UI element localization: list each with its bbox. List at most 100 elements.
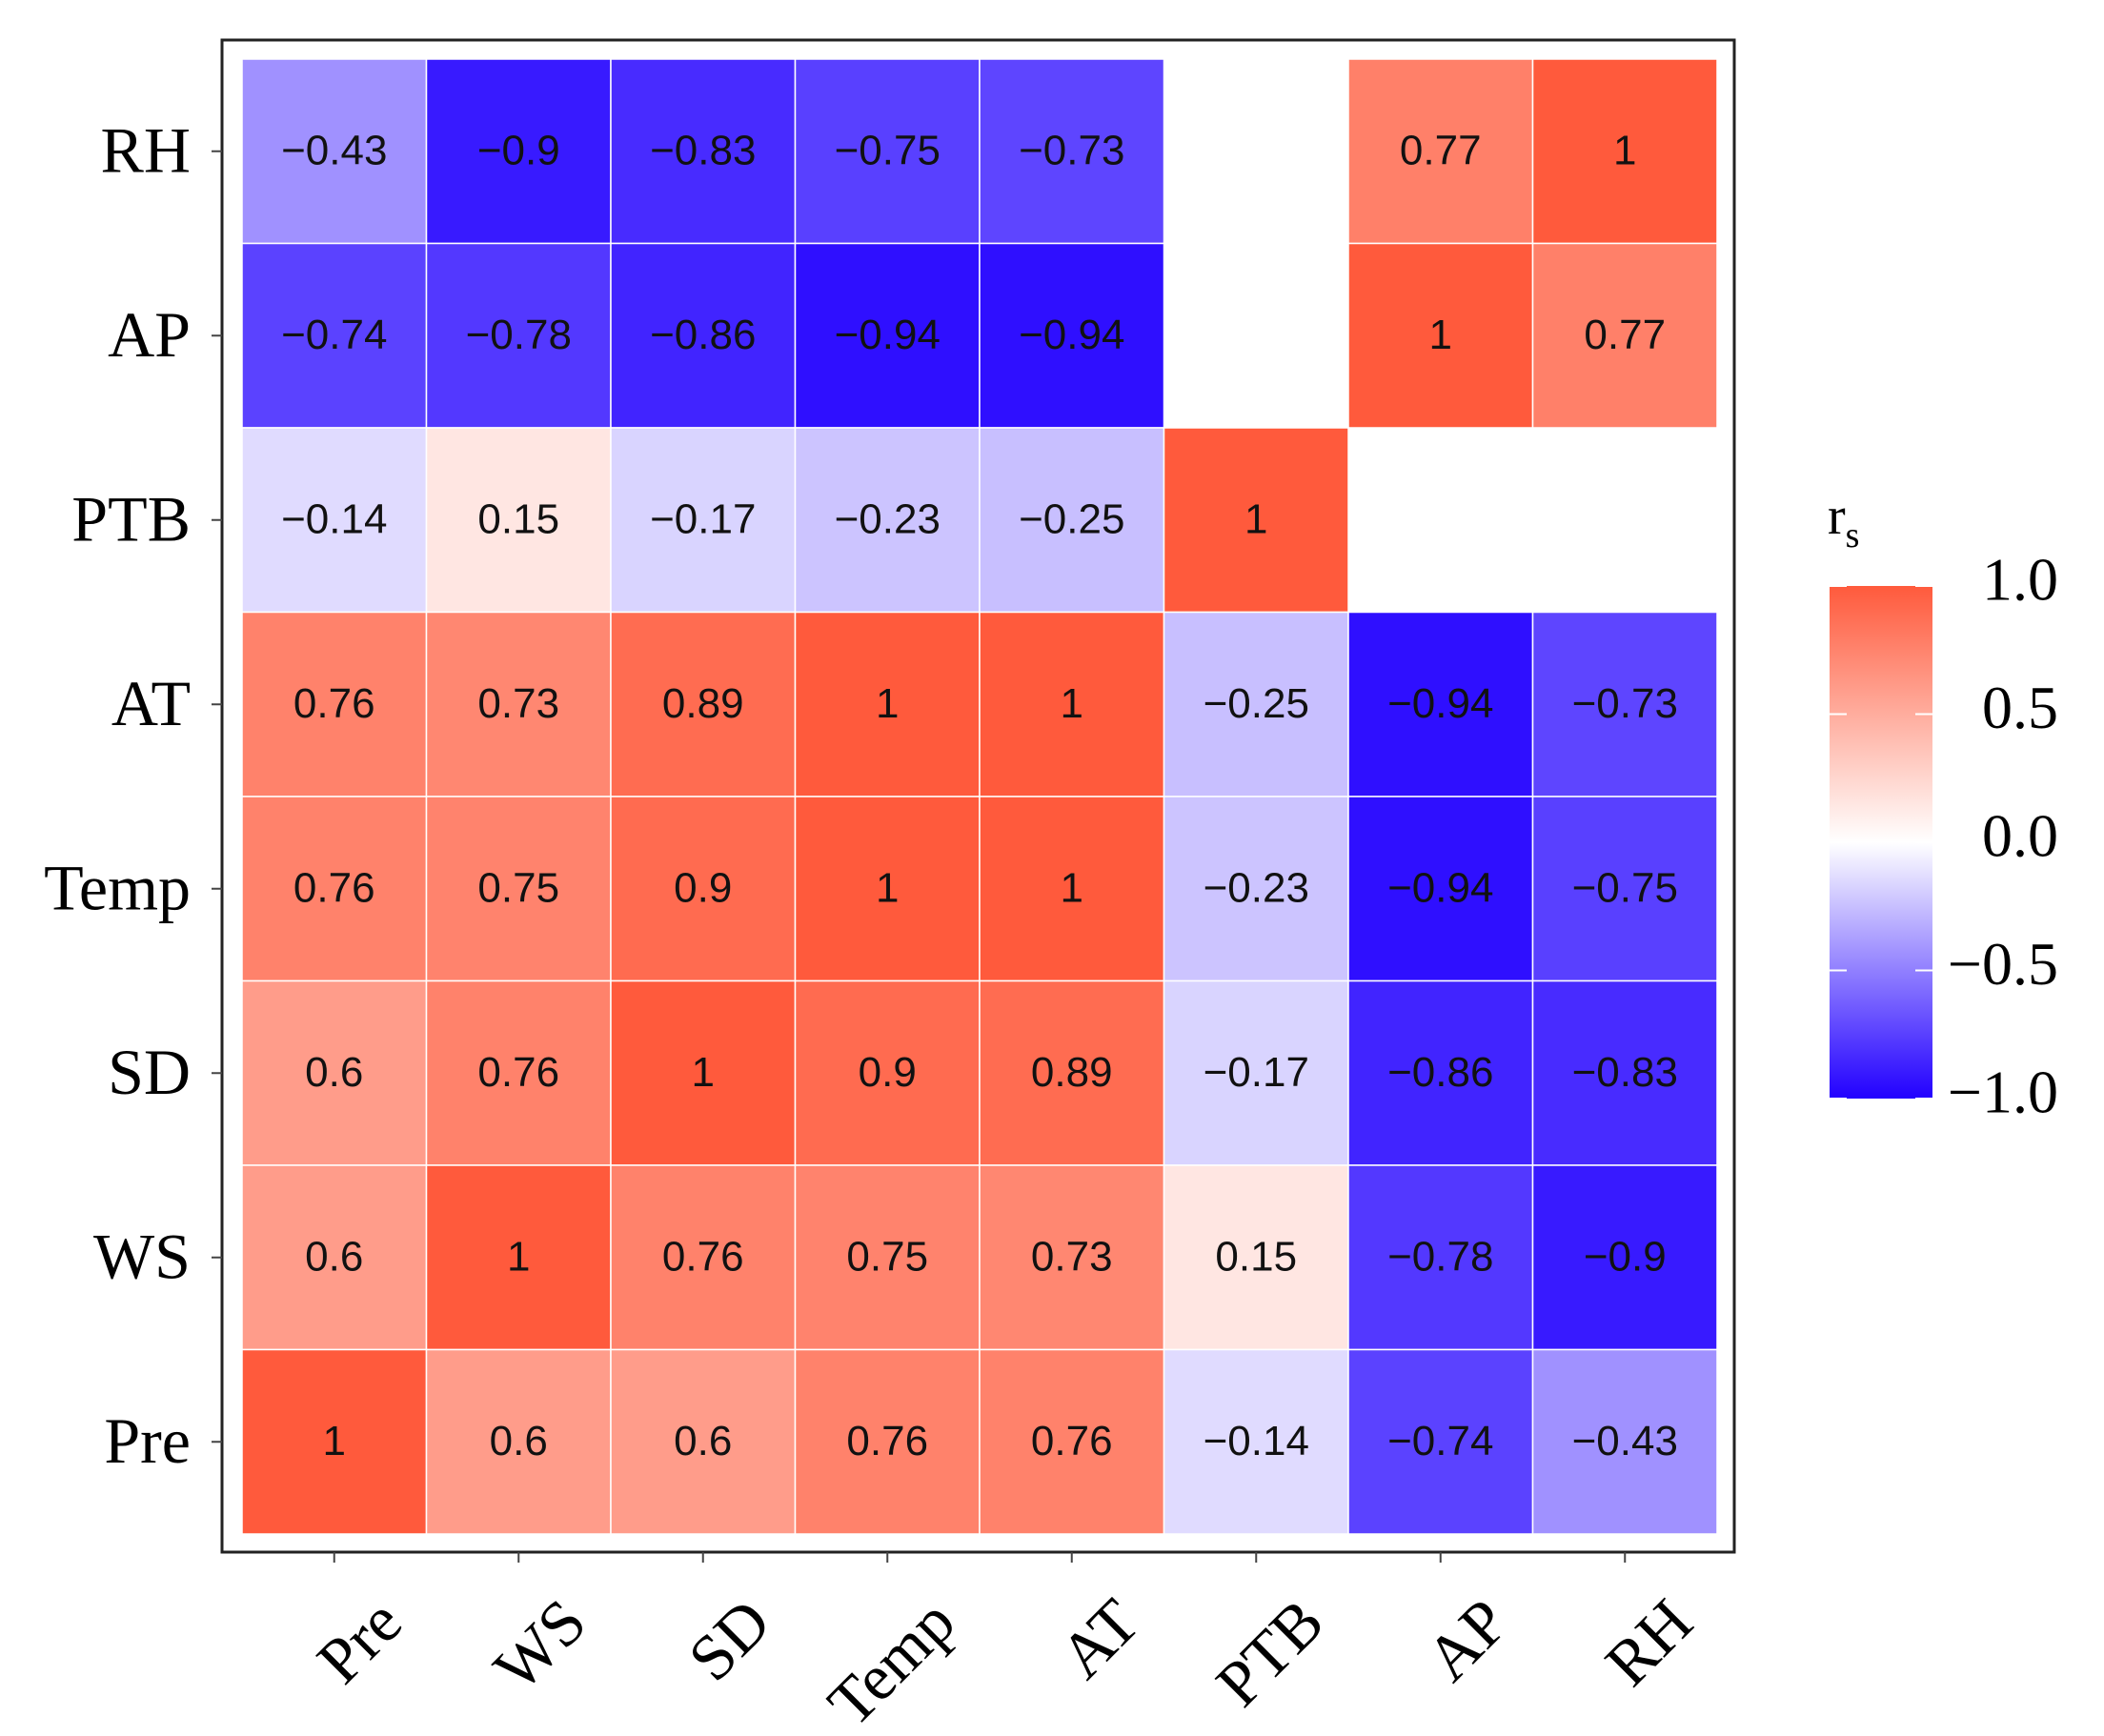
- cell-value-label: −0.9: [477, 127, 560, 173]
- heatmap-cell: [1163, 979, 1349, 1166]
- cell-value-label: 0.76: [846, 1418, 928, 1464]
- heatmap-cell: [241, 242, 428, 429]
- cell-value-label: 0.73: [1031, 1233, 1113, 1280]
- cell-value-label: 0.75: [846, 1233, 928, 1280]
- heatmap-cell: [794, 1164, 981, 1351]
- cell-value-label: −0.94: [1387, 680, 1493, 727]
- legend-tick-label: 1.0: [1982, 546, 2058, 614]
- heatmap-cell: [241, 1348, 428, 1535]
- y-axis-tick-label: PTB: [71, 482, 191, 555]
- x-axis: Pre WS SD Temp AT PTB AP RH: [303, 1552, 1706, 1736]
- cell-value-label: 1: [1613, 127, 1636, 173]
- cell-value-label: 0.15: [1215, 1233, 1297, 1280]
- heatmap-cell: [979, 611, 1165, 797]
- heatmap-cell: [1347, 796, 1534, 982]
- heatmap-cell: [610, 611, 797, 797]
- heatmap-cell: [610, 1164, 797, 1351]
- heatmap-cell: [979, 242, 1165, 429]
- x-axis-tick-label: AP: [1412, 1585, 1522, 1694]
- cell-value-label: 0.6: [674, 1418, 732, 1464]
- heatmap-cell: [241, 1164, 428, 1351]
- heatmap-cell: [1347, 979, 1534, 1166]
- legend-tick-label: −0.5: [1948, 930, 2058, 998]
- heatmap-cell: [1163, 427, 1349, 614]
- cell-value-label: −0.25: [1204, 680, 1309, 727]
- heatmap-cell: [1531, 611, 1718, 797]
- legend-tick-label: 0.5: [1982, 674, 2058, 741]
- cell-value-label: 0.77: [1584, 312, 1666, 358]
- cell-value-label: −0.74: [281, 312, 387, 358]
- y-axis-tick-label: AT: [111, 667, 191, 739]
- x-axis-tick-label: SD: [675, 1585, 784, 1694]
- y-axis-tick-label: AP: [108, 298, 191, 371]
- cell-value-label: 0.9: [859, 1049, 917, 1096]
- heatmap-cell: [425, 427, 612, 614]
- heatmap-cell: [1531, 1164, 1718, 1351]
- cell-value-label: −0.43: [281, 127, 387, 173]
- heatmap-cell: [610, 427, 797, 614]
- cell-value-label: −0.94: [835, 312, 941, 358]
- heatmap-cell: [979, 427, 1165, 614]
- cell-value-label: 1: [876, 680, 899, 727]
- cell-value-label: 0.6: [490, 1418, 548, 1464]
- x-axis-tick-label: AT: [1045, 1585, 1153, 1692]
- cell-value-label: 1: [1244, 495, 1267, 542]
- y-axis-tick-label: SD: [108, 1036, 191, 1108]
- cell-value-label: 0.6: [305, 1049, 363, 1096]
- heatmap-cell: [1347, 611, 1534, 797]
- cell-value-label: −0.17: [1204, 1049, 1309, 1096]
- cell-value-label: 0.76: [293, 864, 375, 911]
- cell-value-label: −0.23: [835, 495, 941, 542]
- legend-tick-label: −1.0: [1948, 1059, 2058, 1126]
- legend-ticks: 1.0 0.5 0.0 −0.5 −1.0: [1830, 546, 2058, 1126]
- cell-value-label: −0.75: [835, 127, 941, 173]
- legend-tick-label: 0.0: [1982, 802, 2058, 870]
- heatmap-cell: [1347, 242, 1534, 429]
- heatmap-cell: [610, 1348, 797, 1535]
- heatmap-cell: [979, 1348, 1165, 1535]
- cell-value-label: −0.43: [1572, 1418, 1678, 1464]
- cell-value-label: 0.89: [1031, 1049, 1113, 1096]
- cell-value-label: −0.78: [1387, 1233, 1493, 1280]
- cell-value-label: 1: [507, 1233, 530, 1280]
- x-axis-tick-label: WS: [479, 1585, 599, 1705]
- heatmap-cell-labels: −0.43 −0.9 −0.83 −0.75 −0.73 0.77 1 −0.74 −0.78 −…: [281, 127, 1678, 1464]
- heatmap-cell: [794, 58, 981, 245]
- cell-value-label: −0.25: [1019, 495, 1124, 542]
- cell-value-label: 1: [1429, 312, 1452, 358]
- cell-value-label: 0.75: [477, 864, 559, 911]
- cell-value-label: 0.89: [662, 680, 744, 727]
- cell-value-label: 0.73: [477, 680, 559, 727]
- heatmap-cell: [241, 979, 428, 1166]
- y-axis-tick-label: WS: [93, 1220, 191, 1292]
- heatmap-cell: [241, 427, 428, 614]
- legend-title: rs: [1828, 487, 1859, 555]
- heatmap-cell: [1163, 1348, 1349, 1535]
- cell-value-label: −0.86: [650, 312, 756, 358]
- cell-value-label: 1: [876, 864, 899, 911]
- heatmap-cell: [610, 796, 797, 982]
- cell-value-label: 1: [1061, 680, 1083, 727]
- cell-value-label: −0.9: [1584, 1233, 1667, 1280]
- plot-panel-border: [220, 38, 1736, 1554]
- cell-value-label: 0.76: [477, 1049, 559, 1096]
- cell-value-label: −0.74: [1387, 1418, 1493, 1464]
- x-axis-tick-label: PTB: [1202, 1585, 1337, 1720]
- cell-value-label: −0.17: [650, 495, 756, 542]
- y-axis-tick-label: RH: [101, 113, 191, 186]
- heatmap-cell: [1531, 1348, 1718, 1535]
- cell-value-label: −0.83: [650, 127, 756, 173]
- heatmap-cells: [241, 58, 1718, 1535]
- cell-value-label: −0.94: [1387, 864, 1493, 911]
- heatmap-cell: [1163, 1164, 1349, 1351]
- heatmap-cell: [979, 1164, 1165, 1351]
- cell-value-label: 0.76: [662, 1233, 744, 1280]
- y-axis-tick-label: Temp: [44, 851, 191, 923]
- heatmap-cell: [1347, 58, 1534, 245]
- heatmap-cell: [610, 242, 797, 429]
- cell-value-label: −0.83: [1572, 1049, 1678, 1096]
- heatmap-cell: [979, 58, 1165, 245]
- heatmap-cell: [425, 979, 612, 1166]
- cell-value-label: −0.14: [1204, 1418, 1309, 1464]
